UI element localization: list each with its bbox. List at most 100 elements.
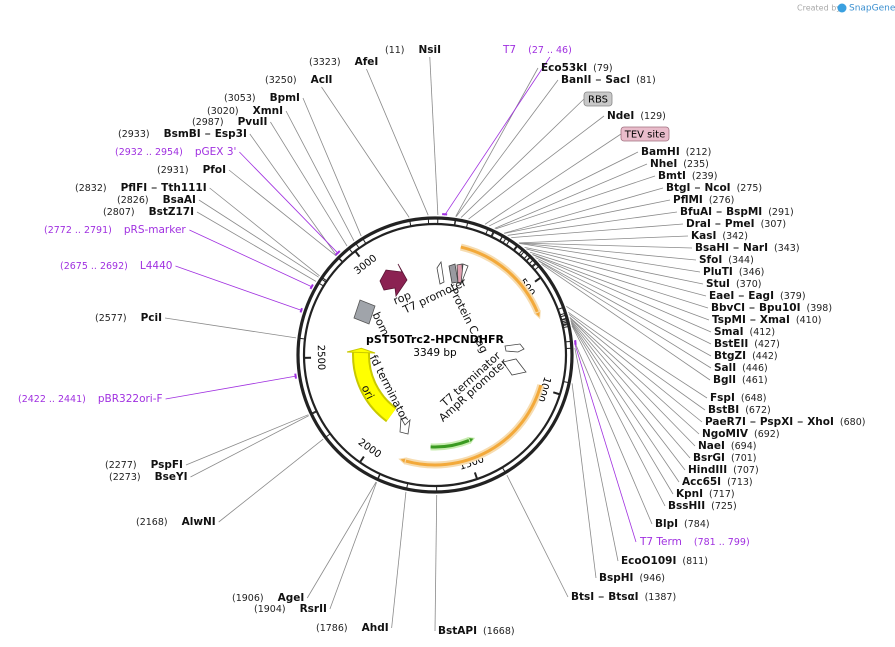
enzyme-leader xyxy=(218,438,324,523)
small-feature xyxy=(502,358,527,376)
enzyme-label: NdeI (129) xyxy=(607,110,666,122)
enzyme-name: EcoO109I xyxy=(621,555,676,567)
enzyme-name: SalI xyxy=(714,362,736,374)
enzyme-name: XmnI xyxy=(253,105,283,117)
feature-label: ori xyxy=(359,383,377,402)
cut-site xyxy=(409,220,412,227)
enzyme-leader xyxy=(504,199,671,234)
enzyme-leader xyxy=(568,311,706,411)
cut-site xyxy=(557,306,564,310)
primer-leader xyxy=(165,375,297,400)
cut-site xyxy=(485,228,489,235)
site-position: (713) xyxy=(727,477,753,488)
cut-site xyxy=(355,242,360,249)
enzyme-name: BanII xyxy=(561,74,591,86)
enzyme-name: PmeI xyxy=(725,218,755,230)
primer-label: (2772 .. 2791) pRS-marker xyxy=(44,224,186,236)
enzyme-name: TspMI xyxy=(712,314,746,326)
enzyme-name: NheI xyxy=(650,158,677,170)
site-position: (680) xyxy=(840,417,866,428)
enzyme-leader xyxy=(209,187,320,277)
primer-arc xyxy=(294,373,297,379)
enzyme-leader xyxy=(285,110,355,242)
enzyme-leader xyxy=(574,348,619,562)
enzyme-name: HindIII xyxy=(688,464,727,476)
enzyme-name: PspXI xyxy=(760,416,793,428)
enzyme-name: BspHI xyxy=(599,572,633,584)
site-box-label: TEV site xyxy=(624,130,666,141)
site-position: (1387) xyxy=(645,592,677,603)
enzyme-name: NaeI xyxy=(698,440,725,452)
site-position: (344) xyxy=(728,255,754,266)
ring-tick xyxy=(552,391,561,396)
primer-range: (781 .. 799) xyxy=(694,537,750,548)
primer-leader xyxy=(574,342,637,543)
promoter-arrow xyxy=(430,438,470,449)
cut-site xyxy=(502,237,507,244)
site-box xyxy=(620,126,670,142)
enzyme-name: PaeR7I xyxy=(705,416,746,428)
enzyme-name: RsrII xyxy=(300,603,327,615)
ring-tick xyxy=(534,276,542,283)
primer-range: (2675 .. 2692) xyxy=(60,261,128,272)
enzyme-leader xyxy=(164,317,297,339)
enzyme-leader xyxy=(532,254,712,333)
site-position: (129) xyxy=(640,111,666,122)
backbone xyxy=(296,216,574,494)
enzyme-leader xyxy=(524,247,704,285)
enzyme-leader xyxy=(185,414,309,466)
site-position: (1786) xyxy=(316,623,348,634)
enzyme-leader xyxy=(568,313,703,423)
enzyme-leader xyxy=(249,133,337,256)
enzyme-name: XmaI xyxy=(760,314,790,326)
brand-text: Created by xyxy=(797,4,841,13)
enzyme-leader xyxy=(569,317,696,447)
enzyme-label: BanII SacI (81) xyxy=(561,74,656,86)
enzyme-leader xyxy=(538,260,712,369)
enzyme-name: Esp3I xyxy=(215,128,247,140)
enzyme-label: DraI PmeI (307) xyxy=(686,218,786,230)
enzyme-name: NgoMIV xyxy=(702,428,749,440)
enzyme-label: (2577) PciI xyxy=(95,312,162,324)
site-position: (398) xyxy=(807,303,833,314)
enzyme-leader xyxy=(506,474,569,598)
enzyme-leader xyxy=(532,254,710,321)
cut-site xyxy=(531,262,538,268)
enzyme-label: (11) NsiI xyxy=(385,44,441,56)
enzyme-label: BssHII (725) xyxy=(668,500,737,512)
enzyme-leader xyxy=(571,323,674,495)
cds-arrow xyxy=(404,384,543,467)
site-position: (370) xyxy=(736,279,762,290)
small-feature xyxy=(436,260,445,285)
site-position: (412) xyxy=(750,327,776,338)
enzyme-name: SmaI xyxy=(714,326,744,338)
enzyme-label: NheI (235) xyxy=(650,158,709,170)
cut-site xyxy=(310,410,317,414)
enzyme-leader xyxy=(571,383,597,579)
inner-ring xyxy=(302,222,568,488)
enzyme-name: BlpI xyxy=(655,518,678,530)
site-position: (2933) xyxy=(118,129,150,140)
enzyme-label: HindIII (707) xyxy=(688,464,759,476)
enzyme-leader xyxy=(570,320,686,471)
enzyme-label: (1786) AhdI xyxy=(316,622,389,634)
enzyme-name: PvuII xyxy=(238,116,268,128)
enzyme-label: FspI (648) xyxy=(710,392,766,404)
enzyme-label: (3250) AclI xyxy=(265,74,332,86)
site-position: (2277) xyxy=(105,460,137,471)
enzyme-label: (2807) BstZ17I xyxy=(103,206,194,218)
site-position: (811) xyxy=(682,556,708,567)
enzyme-name: PfoI xyxy=(203,164,226,176)
primer-arc xyxy=(334,250,341,256)
primer-label: (2932 .. 2954) pGEX 3' xyxy=(115,146,236,158)
site-position: (379) xyxy=(780,291,806,302)
enzyme-leader xyxy=(529,251,709,309)
enzyme-name: AgeI xyxy=(278,592,305,604)
enzyme-name: Acc65I xyxy=(682,476,721,488)
enzyme-leader xyxy=(518,242,693,249)
site-position: (3053) xyxy=(224,93,256,104)
site-position: (2168) xyxy=(136,517,168,528)
plasmid-name: pST50Trc2-HPCNDHFR xyxy=(366,333,504,346)
enzyme-label: PluTI (346) xyxy=(703,266,764,278)
cut-site xyxy=(565,340,572,343)
